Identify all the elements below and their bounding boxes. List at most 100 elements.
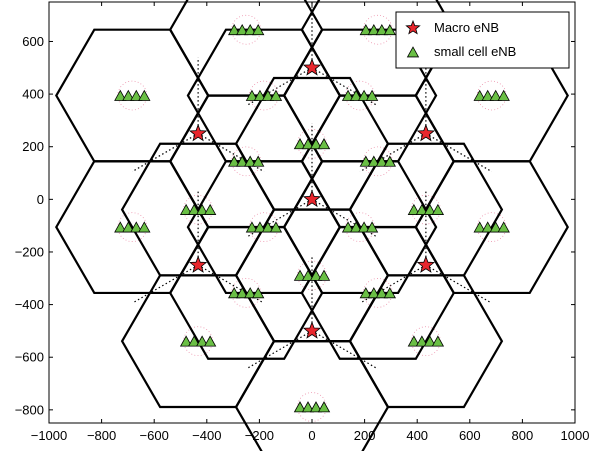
- small-cell-marker: [415, 203, 429, 215]
- sector-line-2-2: [425, 133, 493, 173]
- hex-cell-6-1: [55, 28, 210, 163]
- small-cell-marker: [367, 23, 380, 36]
- y-tick-label: −800: [15, 402, 44, 417]
- small-cell-marker: [383, 287, 396, 299]
- y-tick-label: 600: [22, 34, 44, 49]
- legend-star-marker: [405, 19, 421, 35]
- small-cell-marker: [130, 89, 143, 101]
- x-tick-label: 0: [308, 428, 315, 443]
- small-cell-marker: [293, 401, 307, 413]
- legend-box: [395, 11, 570, 69]
- small-cell-marker: [375, 287, 388, 299]
- legend: Macro eNB small cell eNB: [395, 11, 570, 69]
- plot-area: [49, 2, 575, 423]
- small-cell-marker: [359, 23, 372, 36]
- small-cell-marker: [349, 89, 363, 101]
- small-cell-marker: [245, 221, 259, 233]
- small-cell-marker: [489, 221, 502, 233]
- legend-triangle-marker: [406, 46, 420, 58]
- small-cell-marker: [253, 89, 267, 101]
- small-cell-marker: [253, 221, 267, 233]
- sector-line-4-2: [311, 330, 379, 370]
- y-tick-label: −200: [15, 244, 44, 259]
- small-cell-marker: [244, 287, 257, 299]
- small-cell-marker: [195, 203, 209, 215]
- x-tick-label: 400: [406, 428, 428, 443]
- small-cell-marker: [481, 221, 494, 233]
- small-cell-marker: [269, 221, 283, 233]
- y-axis: −800 −600 −400 −200 0 200 400 600: [15, 34, 575, 417]
- x-tick-label: −600: [140, 428, 169, 443]
- small-cell-marker: [130, 221, 143, 233]
- small-cell-marker: [375, 155, 388, 167]
- small-cell-marker: [317, 269, 331, 281]
- small-cell-marker: [415, 335, 429, 347]
- small-cell-marker: [301, 269, 315, 281]
- small-cell-marker: [138, 89, 151, 101]
- small-cell-marker: [431, 203, 445, 215]
- x-tick-label: −400: [192, 428, 221, 443]
- x-tick-label: 600: [459, 428, 481, 443]
- small-cell-marker: [317, 138, 331, 150]
- small-cell-marker: [261, 89, 275, 101]
- y-tick-label: 400: [22, 87, 44, 102]
- small-cell-marker: [317, 401, 331, 413]
- small-cell-marker: [365, 89, 379, 101]
- sector-line-0-2: [311, 198, 379, 238]
- small-cell-marker: [228, 155, 241, 167]
- y-tick-label: −400: [15, 297, 44, 312]
- small-cell-marker: [228, 23, 241, 36]
- macro-enb-marker-3: [416, 255, 436, 273]
- small-cell-marker: [497, 221, 510, 233]
- small-cell-marker: [357, 221, 371, 233]
- small-cell-marker: [407, 203, 421, 215]
- sector-line-5-1: [131, 264, 199, 304]
- small-cell-marker: [252, 287, 265, 299]
- x-tick-label: 1000: [561, 428, 590, 443]
- small-cell-marker: [261, 221, 275, 233]
- sector-line-2-1: [359, 133, 427, 173]
- small-cell-marker: [195, 335, 209, 347]
- sector-line-6-2: [197, 133, 265, 173]
- small-cell-marker: [473, 89, 486, 101]
- small-cell-marker: [236, 23, 249, 36]
- sector-lines: [131, 0, 493, 370]
- small-cell-marker: [301, 401, 315, 413]
- small-cell-marker: [252, 155, 265, 167]
- small-cell-marker: [341, 221, 355, 233]
- sector-line-1-1: [245, 67, 313, 107]
- y-tick-label: 0: [37, 192, 44, 207]
- small-cell-marker: [122, 221, 135, 233]
- small-cell-marker: [138, 221, 151, 233]
- small-cell-marker: [252, 23, 265, 36]
- small-cell-marker: [301, 138, 315, 150]
- small-cell-marker: [375, 23, 388, 36]
- small-cell-marker: [497, 89, 510, 101]
- small-cell-marker: [341, 89, 355, 101]
- macro-enb-marker-5: [188, 255, 208, 273]
- small-cell-marker: [203, 203, 217, 215]
- sector-line-5-2: [197, 264, 265, 304]
- small-cell-marker: [187, 335, 201, 347]
- sector-line-6-1: [131, 133, 199, 173]
- small-cell-marker: [236, 287, 249, 299]
- small-cell-marker: [187, 203, 201, 215]
- hexagons: [55, 0, 569, 451]
- macro-enb-marker-2: [416, 123, 436, 142]
- sector-line-3-1: [359, 264, 427, 304]
- x-tick-label: −1000: [31, 428, 68, 443]
- sector-line-3-2: [425, 264, 493, 304]
- legend-label-macro: Macro eNB: [434, 20, 499, 35]
- macro-enb-marker-4: [302, 321, 322, 339]
- small-cell-marker: [203, 335, 217, 347]
- small-cell-marker: [407, 335, 421, 347]
- small-cell-marker: [383, 155, 396, 167]
- small-cell-marker: [309, 269, 323, 281]
- small-cell-marker: [244, 23, 257, 36]
- small-cell-marker: [122, 89, 135, 101]
- small-cell-marker: [244, 155, 257, 167]
- small-cell-marker: [359, 287, 372, 299]
- small-cell-marker: [236, 155, 249, 167]
- sector-line-0-1: [245, 198, 313, 238]
